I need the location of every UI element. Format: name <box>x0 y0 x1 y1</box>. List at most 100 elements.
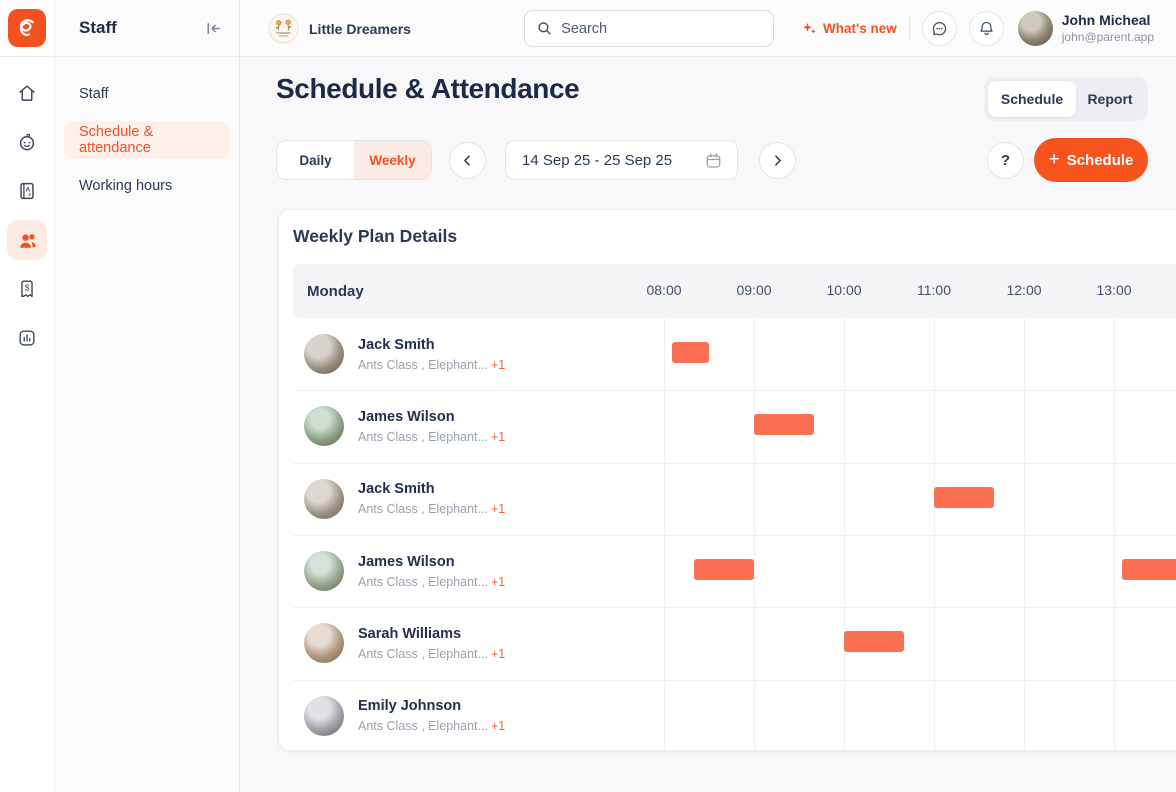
sparkle-icon <box>803 22 816 34</box>
staff-row: James Wilson Ants Class , Elephant... +1 <box>279 390 1176 462</box>
help-button[interactable]: ? <box>987 142 1024 179</box>
more-classes-badge[interactable]: +1 <box>490 357 506 372</box>
logo-cell <box>0 0 55 56</box>
more-classes-badge[interactable]: +1 <box>490 502 506 517</box>
user-menu[interactable]: John Micheal john@parent.app <box>1017 10 1154 46</box>
staff-avatar <box>304 478 344 519</box>
nav-reports[interactable] <box>7 318 47 358</box>
notifications-button[interactable] <box>968 10 1004 46</box>
time-label: 11:00 <box>917 282 951 298</box>
chat-icon <box>932 21 946 35</box>
grid-line <box>934 318 935 750</box>
search-icon <box>538 22 551 35</box>
sidebar-item-schedule-attendance[interactable]: Schedule & attendance <box>64 121 230 159</box>
chevron-right-icon <box>775 155 781 166</box>
staff-name: Emily Johnson <box>358 698 462 715</box>
more-classes-badge[interactable]: +1 <box>490 719 506 734</box>
time-label: 13:00 <box>1096 282 1132 298</box>
home-icon <box>19 85 35 101</box>
staff-row: Jack Smith Ants Class , Elephant... +1 <box>279 462 1176 535</box>
staff-avatar <box>304 695 344 736</box>
period-tabs: Daily Weekly <box>276 140 432 180</box>
staff-row: Sarah Williams Ants Class , Elephant... +… <box>279 607 1176 679</box>
add-schedule-label: Schedule <box>1066 151 1134 169</box>
staff-classes: Ants Class , Elephant... +1 <box>358 646 506 661</box>
billing-icon: $ <box>21 280 33 298</box>
staff-name: James Wilson <box>358 553 455 570</box>
grid-line <box>844 318 845 750</box>
schedule-bar[interactable] <box>671 342 709 363</box>
nav-billing[interactable]: $ <box>7 269 47 309</box>
staff-name: Jack Smith <box>358 336 435 353</box>
date-range-value: 14 Sep 25 - 25 Sep 25 <box>522 151 673 169</box>
staff-name: Jack Smith <box>358 481 435 498</box>
calendar-icon <box>706 152 721 168</box>
more-classes-badge[interactable]: +1 <box>490 429 506 444</box>
schedule-bar[interactable] <box>1121 558 1176 580</box>
add-schedule-button[interactable]: + Schedule <box>1034 138 1148 182</box>
prev-week-button[interactable] <box>449 142 486 179</box>
time-label: 09:00 <box>736 282 772 298</box>
day-header: Monday 08:00 09:00 10:00 11:00 12:00 13:00 <box>293 264 1176 318</box>
user-email: john@parent.app <box>1061 30 1154 44</box>
tab-schedule[interactable]: Schedule <box>988 81 1076 117</box>
org-switcher[interactable]: Little Dreamers <box>268 13 411 44</box>
tab-daily[interactable]: Daily <box>299 152 332 168</box>
help-label: ? <box>1000 152 1011 169</box>
tab-weekly[interactable]: Weekly <box>354 141 431 179</box>
sidebar-menu: Staff Schedule & attendance Working hour… <box>55 57 240 792</box>
schedule-bar[interactable] <box>694 558 754 580</box>
nav-learning[interactable]: A z <box>7 171 47 211</box>
staff-avatar <box>304 334 344 375</box>
schedule-bar[interactable] <box>844 631 904 653</box>
user-avatar <box>1017 10 1053 46</box>
sidebar-item-working-hours[interactable]: Working hours <box>79 178 173 194</box>
nav-staff[interactable] <box>7 220 47 260</box>
search-box[interactable] <box>524 10 774 47</box>
bell-icon <box>980 21 993 35</box>
nav-children[interactable] <box>7 122 47 162</box>
tab-report[interactable]: Report <box>1087 91 1133 107</box>
grid-line <box>664 318 665 750</box>
search-input[interactable] <box>561 20 761 37</box>
date-range-picker[interactable]: 14 Sep 25 - 25 Sep 25 <box>505 140 738 180</box>
grid-line <box>1114 318 1115 750</box>
chevron-left-icon <box>464 155 470 166</box>
staff-classes: Ants Class , Elephant... +1 <box>358 357 506 372</box>
schedule-bar[interactable] <box>754 414 814 436</box>
org-name: Little Dreamers <box>309 20 411 37</box>
time-label: 10:00 <box>826 282 862 298</box>
topbar: Staff Little Dreamers <box>0 0 1176 57</box>
staff-classes: Ants Class , Elephant... +1 <box>358 574 506 589</box>
grid-line <box>754 318 755 750</box>
main-content: Schedule & Attendance Schedule Report Da… <box>240 57 1176 792</box>
messages-button[interactable] <box>921 10 957 46</box>
staff-row: James Wilson Ants Class , Elephant... +1 <box>279 534 1176 607</box>
more-classes-badge[interactable]: +1 <box>490 574 506 589</box>
app-logo-icon <box>20 19 34 36</box>
collapse-sidebar-button[interactable] <box>201 16 225 40</box>
staff-row: Jack Smith Ants Class , Elephant... +1 <box>279 318 1176 390</box>
sidebar-item-staff[interactable]: Staff <box>79 86 109 102</box>
whats-new-button[interactable]: What's new <box>802 21 897 36</box>
whats-new-label: What's new <box>823 20 897 36</box>
topbar-divider <box>908 15 910 41</box>
academy-logo <box>268 13 299 44</box>
next-week-button[interactable] <box>759 142 796 179</box>
view-tabs: Schedule Report <box>984 77 1148 121</box>
schedule-bar[interactable] <box>934 486 994 508</box>
more-classes-badge[interactable]: +1 <box>490 646 506 661</box>
plus-icon: + <box>1048 148 1060 170</box>
staff-row: Emily Johnson Ants Class , Elephant... +1 <box>279 679 1176 750</box>
app-logo[interactable] <box>8 9 46 47</box>
icon-rail: A z $ <box>0 57 55 792</box>
section-title: Staff <box>79 18 117 37</box>
collapse-icon <box>207 22 220 34</box>
time-label: 08:00 <box>646 282 682 298</box>
time-label: 12:00 <box>1006 282 1042 298</box>
children-icon <box>19 133 35 151</box>
svg-text:z: z <box>28 192 31 198</box>
learning-icon: A z <box>20 182 34 200</box>
nav-home[interactable] <box>7 73 47 113</box>
staff-icon <box>19 233 36 248</box>
